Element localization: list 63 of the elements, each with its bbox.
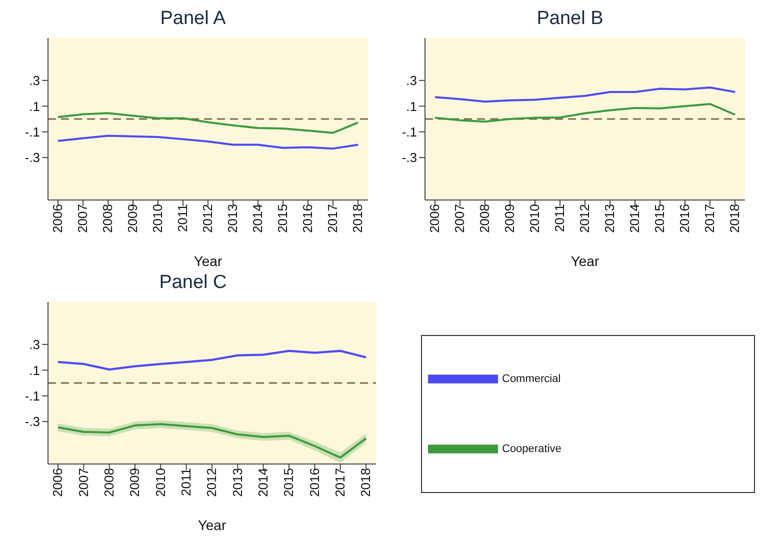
y-tick-label: -.3 xyxy=(402,150,417,166)
line-series xyxy=(57,134,359,150)
x-axis-title: Year xyxy=(194,253,222,269)
x-tick-label: 2013 xyxy=(602,204,618,233)
x-tick-label: 2016 xyxy=(300,204,316,233)
x-tick-label: 2009 xyxy=(502,204,518,233)
x-tick-label: 2015 xyxy=(281,468,296,497)
x-tick-label: 2007 xyxy=(76,468,91,497)
x-tick-label: 2011 xyxy=(178,468,194,496)
y-tick-label: .3 xyxy=(29,337,40,352)
x-tick-label: 2012 xyxy=(577,204,592,233)
x-tick-label: 2012 xyxy=(204,468,220,497)
x-tick-label: 2017 xyxy=(332,468,348,497)
x-tick-label: 2008 xyxy=(100,204,116,233)
x-tick-label: 2017 xyxy=(325,204,340,233)
x-tick-label: 2013 xyxy=(230,468,245,497)
chart-title: Panel A xyxy=(159,8,227,30)
x-tick-label: 2011 xyxy=(175,204,190,232)
x-tick-label: 2010 xyxy=(150,204,166,233)
x-tick-label: 2006 xyxy=(50,468,66,497)
chart-title: Panel C xyxy=(158,272,228,294)
x-tick-label: 2014 xyxy=(250,204,266,233)
x-tick-label: 2008 xyxy=(102,468,117,497)
y-tick-label: .1 xyxy=(29,98,40,114)
x-tick-label: 2012 xyxy=(200,204,216,233)
x-tick-label: 2014 xyxy=(256,468,271,497)
x-tick-label: 2009 xyxy=(127,468,142,497)
x-axis-title: Year xyxy=(198,517,226,533)
y-tick-label: .3 xyxy=(29,73,40,88)
x-tick-label: 2011 xyxy=(552,204,568,232)
x-tick-label: 2010 xyxy=(527,204,542,233)
y-tick-label: .3 xyxy=(406,73,417,88)
x-axis-title: Year xyxy=(570,253,600,269)
x-tick-label: 2007 xyxy=(452,204,468,233)
x-tick-label: 2018 xyxy=(358,468,374,497)
text: Commercial xyxy=(502,372,561,385)
x-tick-label: 2018 xyxy=(727,204,742,233)
x-tick-label: 2008 xyxy=(477,204,492,233)
line-series xyxy=(57,112,359,134)
y-tick-label: -.1 xyxy=(24,124,40,140)
x-tick-label: 2015 xyxy=(652,204,668,233)
text: Cooperative xyxy=(502,442,562,455)
chart-title: Panel B xyxy=(536,8,604,30)
x-tick-label: 2017 xyxy=(702,204,718,233)
x-tick-label: 2006 xyxy=(50,204,66,233)
y-tick-label: .1 xyxy=(406,98,417,114)
x-tick-label: 2018 xyxy=(350,204,366,233)
x-tick-label: 2016 xyxy=(677,204,692,233)
y-tick-label: -.1 xyxy=(402,124,417,140)
x-tick-label: 2016 xyxy=(306,468,322,497)
y-tick-label: .1 xyxy=(29,362,40,378)
x-tick-label: 2009 xyxy=(125,204,140,233)
y-tick-label: -.3 xyxy=(24,414,40,430)
y-tick-label: -.1 xyxy=(24,388,40,404)
x-tick-label: 2007 xyxy=(75,204,90,233)
x-tick-label: 2013 xyxy=(225,204,240,233)
x-tick-label: 2010 xyxy=(152,468,168,497)
y-tick-label: -.3 xyxy=(24,150,40,166)
x-tick-label: 2014 xyxy=(627,204,642,233)
x-tick-label: 2015 xyxy=(275,204,290,233)
x-tick-label: 2006 xyxy=(427,204,442,233)
line-series xyxy=(434,86,736,103)
line-series xyxy=(434,102,736,123)
